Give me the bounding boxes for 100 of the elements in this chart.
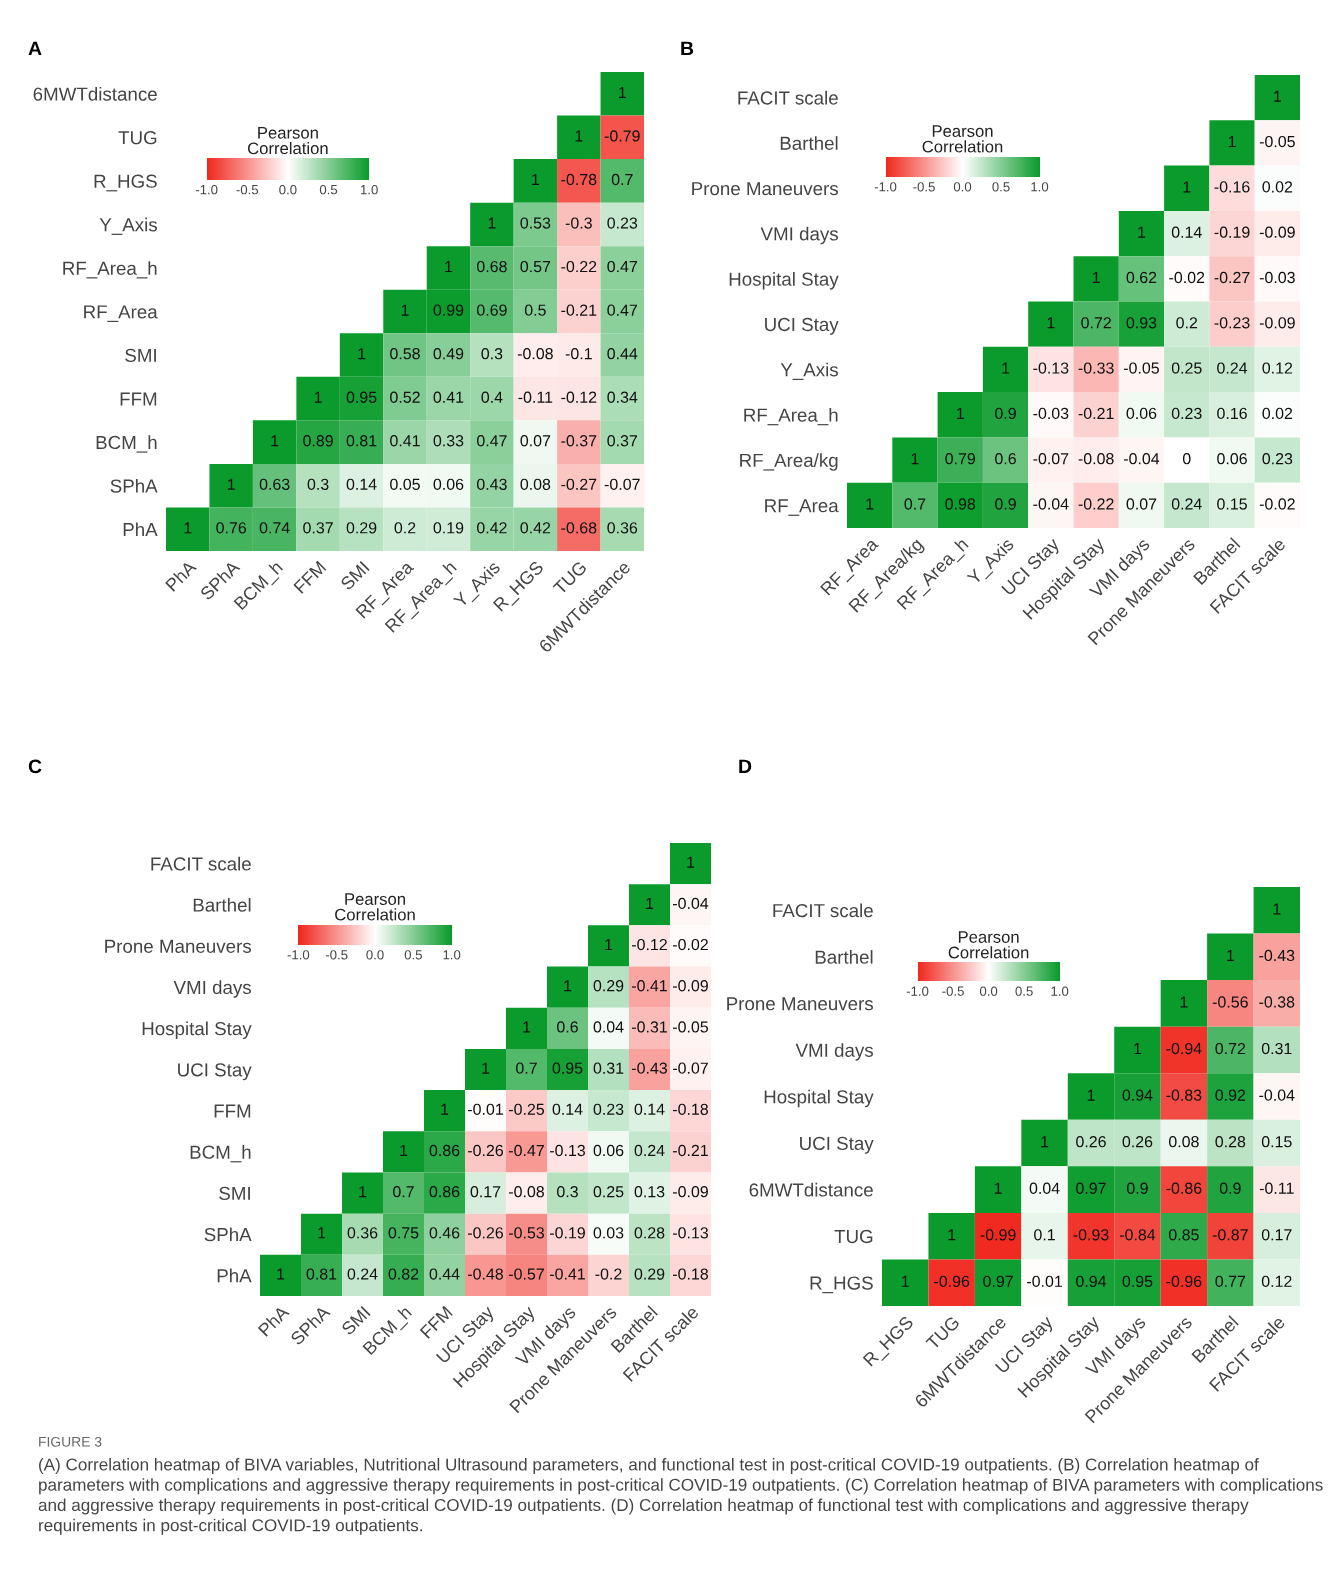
data-label: -0.87 [1212, 1229, 1248, 1241]
data-label: -0.57 [509, 1268, 544, 1280]
data-label: -0.53 [509, 1227, 544, 1239]
data-label: 0.6 [557, 1021, 578, 1033]
data-label: 0.04 [1029, 1182, 1060, 1194]
data-label: 1 [1274, 90, 1282, 102]
data-label: 0.24 [634, 1144, 665, 1157]
data-label: 0.31 [593, 1062, 624, 1074]
data-label: 1 [184, 522, 192, 534]
text: B [681, 41, 694, 56]
data-label: 0.42 [520, 522, 551, 534]
y-tick-label: Prone Maneuvers [727, 997, 873, 1011]
data-label: 0.14 [634, 1103, 665, 1115]
data-label: 0.3 [481, 348, 503, 360]
data-label: -0.48 [468, 1268, 504, 1280]
data-label: 0.13 [634, 1186, 665, 1198]
y-tick-label: R_HGS [810, 1276, 873, 1294]
color-bar-label: -1.0 [906, 986, 929, 996]
y-tick-label: RF_Area_h [63, 261, 157, 279]
data-label: 0.28 [634, 1227, 665, 1239]
color-bar-title: Pearson Correlation [948, 931, 1029, 959]
data-label: 1 [1041, 1136, 1049, 1148]
data-label: 0.28 [1215, 1136, 1246, 1148]
y-tick-label: VMI days [173, 980, 251, 998]
data-label: 0.06 [1126, 407, 1157, 420]
data-label: 0.06 [1217, 453, 1247, 465]
data-label: -0.79 [604, 130, 640, 142]
color-bar-label: -1.0 [195, 184, 218, 195]
data-label: 1 [575, 130, 583, 142]
data-label: 1 [488, 217, 496, 229]
data-label: 0.02 [1262, 407, 1293, 420]
data-label: -0.03 [1033, 407, 1069, 420]
y-tick-label: UCI Stay [178, 1063, 252, 1081]
data-label: 0.37 [303, 522, 333, 534]
y-tick-label: RF_Area/kg [740, 453, 838, 471]
data-label: 0.47 [476, 435, 507, 447]
data-label: -0.43 [632, 1062, 667, 1074]
data-label: -0.1 [565, 348, 592, 360]
y-tick-label: Barthel [815, 950, 873, 964]
data-label: 0.62 [1126, 271, 1157, 284]
data-label: 1 [1228, 136, 1236, 148]
y-tick-label: Barthel [193, 897, 251, 912]
color-bar-label: 0.5 [1015, 986, 1033, 996]
data-label: -0.41 [550, 1268, 585, 1280]
data-label: -0.22 [561, 260, 597, 273]
data-label: 0.44 [429, 1268, 460, 1280]
data-label: 0.08 [520, 478, 551, 490]
data-label: 0.44 [607, 348, 638, 360]
data-label: 0.42 [476, 522, 507, 534]
y-tick-label: Prone Maneuvers [692, 182, 838, 196]
data-label: -0.96 [1166, 1275, 1202, 1288]
data-label: 0.43 [476, 478, 507, 490]
data-label: 0.07 [1126, 498, 1157, 510]
data-label: 0.14 [552, 1103, 583, 1115]
data-label: -0.16 [1214, 181, 1250, 193]
data-label: -0.13 [673, 1227, 708, 1239]
data-label: 0.15 [1261, 1136, 1292, 1148]
data-label: -0.04 [673, 897, 709, 910]
data-label: 1 [445, 261, 453, 273]
data-label: 0.29 [634, 1268, 665, 1280]
data-label: 0.26 [1076, 1136, 1106, 1148]
data-label: 0.24 [1171, 498, 1202, 510]
data-label: 0.1 [1034, 1229, 1055, 1241]
data-label: -0.22 [1078, 498, 1114, 510]
data-label: 0.16 [1217, 407, 1247, 420]
data-label: 1 [358, 348, 366, 360]
data-label: 0.36 [607, 522, 638, 534]
data-label: 0.08 [1168, 1136, 1199, 1148]
data-label: -0.12 [632, 938, 667, 951]
color-bar-label: 1.0 [360, 184, 378, 195]
data-label: 0.29 [346, 522, 377, 534]
data-label: -0.08 [509, 1186, 545, 1198]
data-label: 0.72 [1081, 317, 1111, 329]
data-label: 1 [948, 1229, 956, 1241]
y-tick-label: UCI Stay [765, 317, 839, 335]
y-tick-label: 6MWTdistance [33, 86, 157, 101]
data-label: 1 [227, 478, 235, 490]
data-label: 0 [1182, 453, 1191, 465]
y-tick-label: Y_Axis [780, 362, 838, 380]
data-label: 1 [1134, 1043, 1142, 1055]
data-label: -0.83 [1166, 1089, 1202, 1101]
data-label: -0.05 [1123, 362, 1159, 374]
y-tick-label: 6MWTdistance [749, 1182, 873, 1197]
color-bar-title: Pearson Correlation [922, 125, 1003, 153]
data-label: 0.97 [1076, 1182, 1106, 1194]
data-label: 0.33 [433, 435, 464, 447]
data-label: -0.21 [561, 304, 597, 316]
color-bar-title: Pearson Correlation [247, 127, 328, 155]
data-label: -0.09 [1259, 317, 1295, 329]
data-label: -0.27 [561, 478, 597, 490]
data-label: -0.04 [1259, 1089, 1295, 1101]
data-label: 0.95 [346, 391, 377, 403]
data-label: -0.11 [518, 391, 553, 403]
data-label: 0.9 [1219, 1182, 1241, 1194]
data-label: 1 [687, 856, 695, 868]
data-label: -0.09 [673, 1186, 708, 1198]
data-label: 0.06 [433, 478, 464, 490]
data-label: -0.13 [550, 1144, 585, 1157]
data-label: -0.04 [1123, 453, 1160, 465]
data-label: 0.12 [1261, 1275, 1292, 1288]
